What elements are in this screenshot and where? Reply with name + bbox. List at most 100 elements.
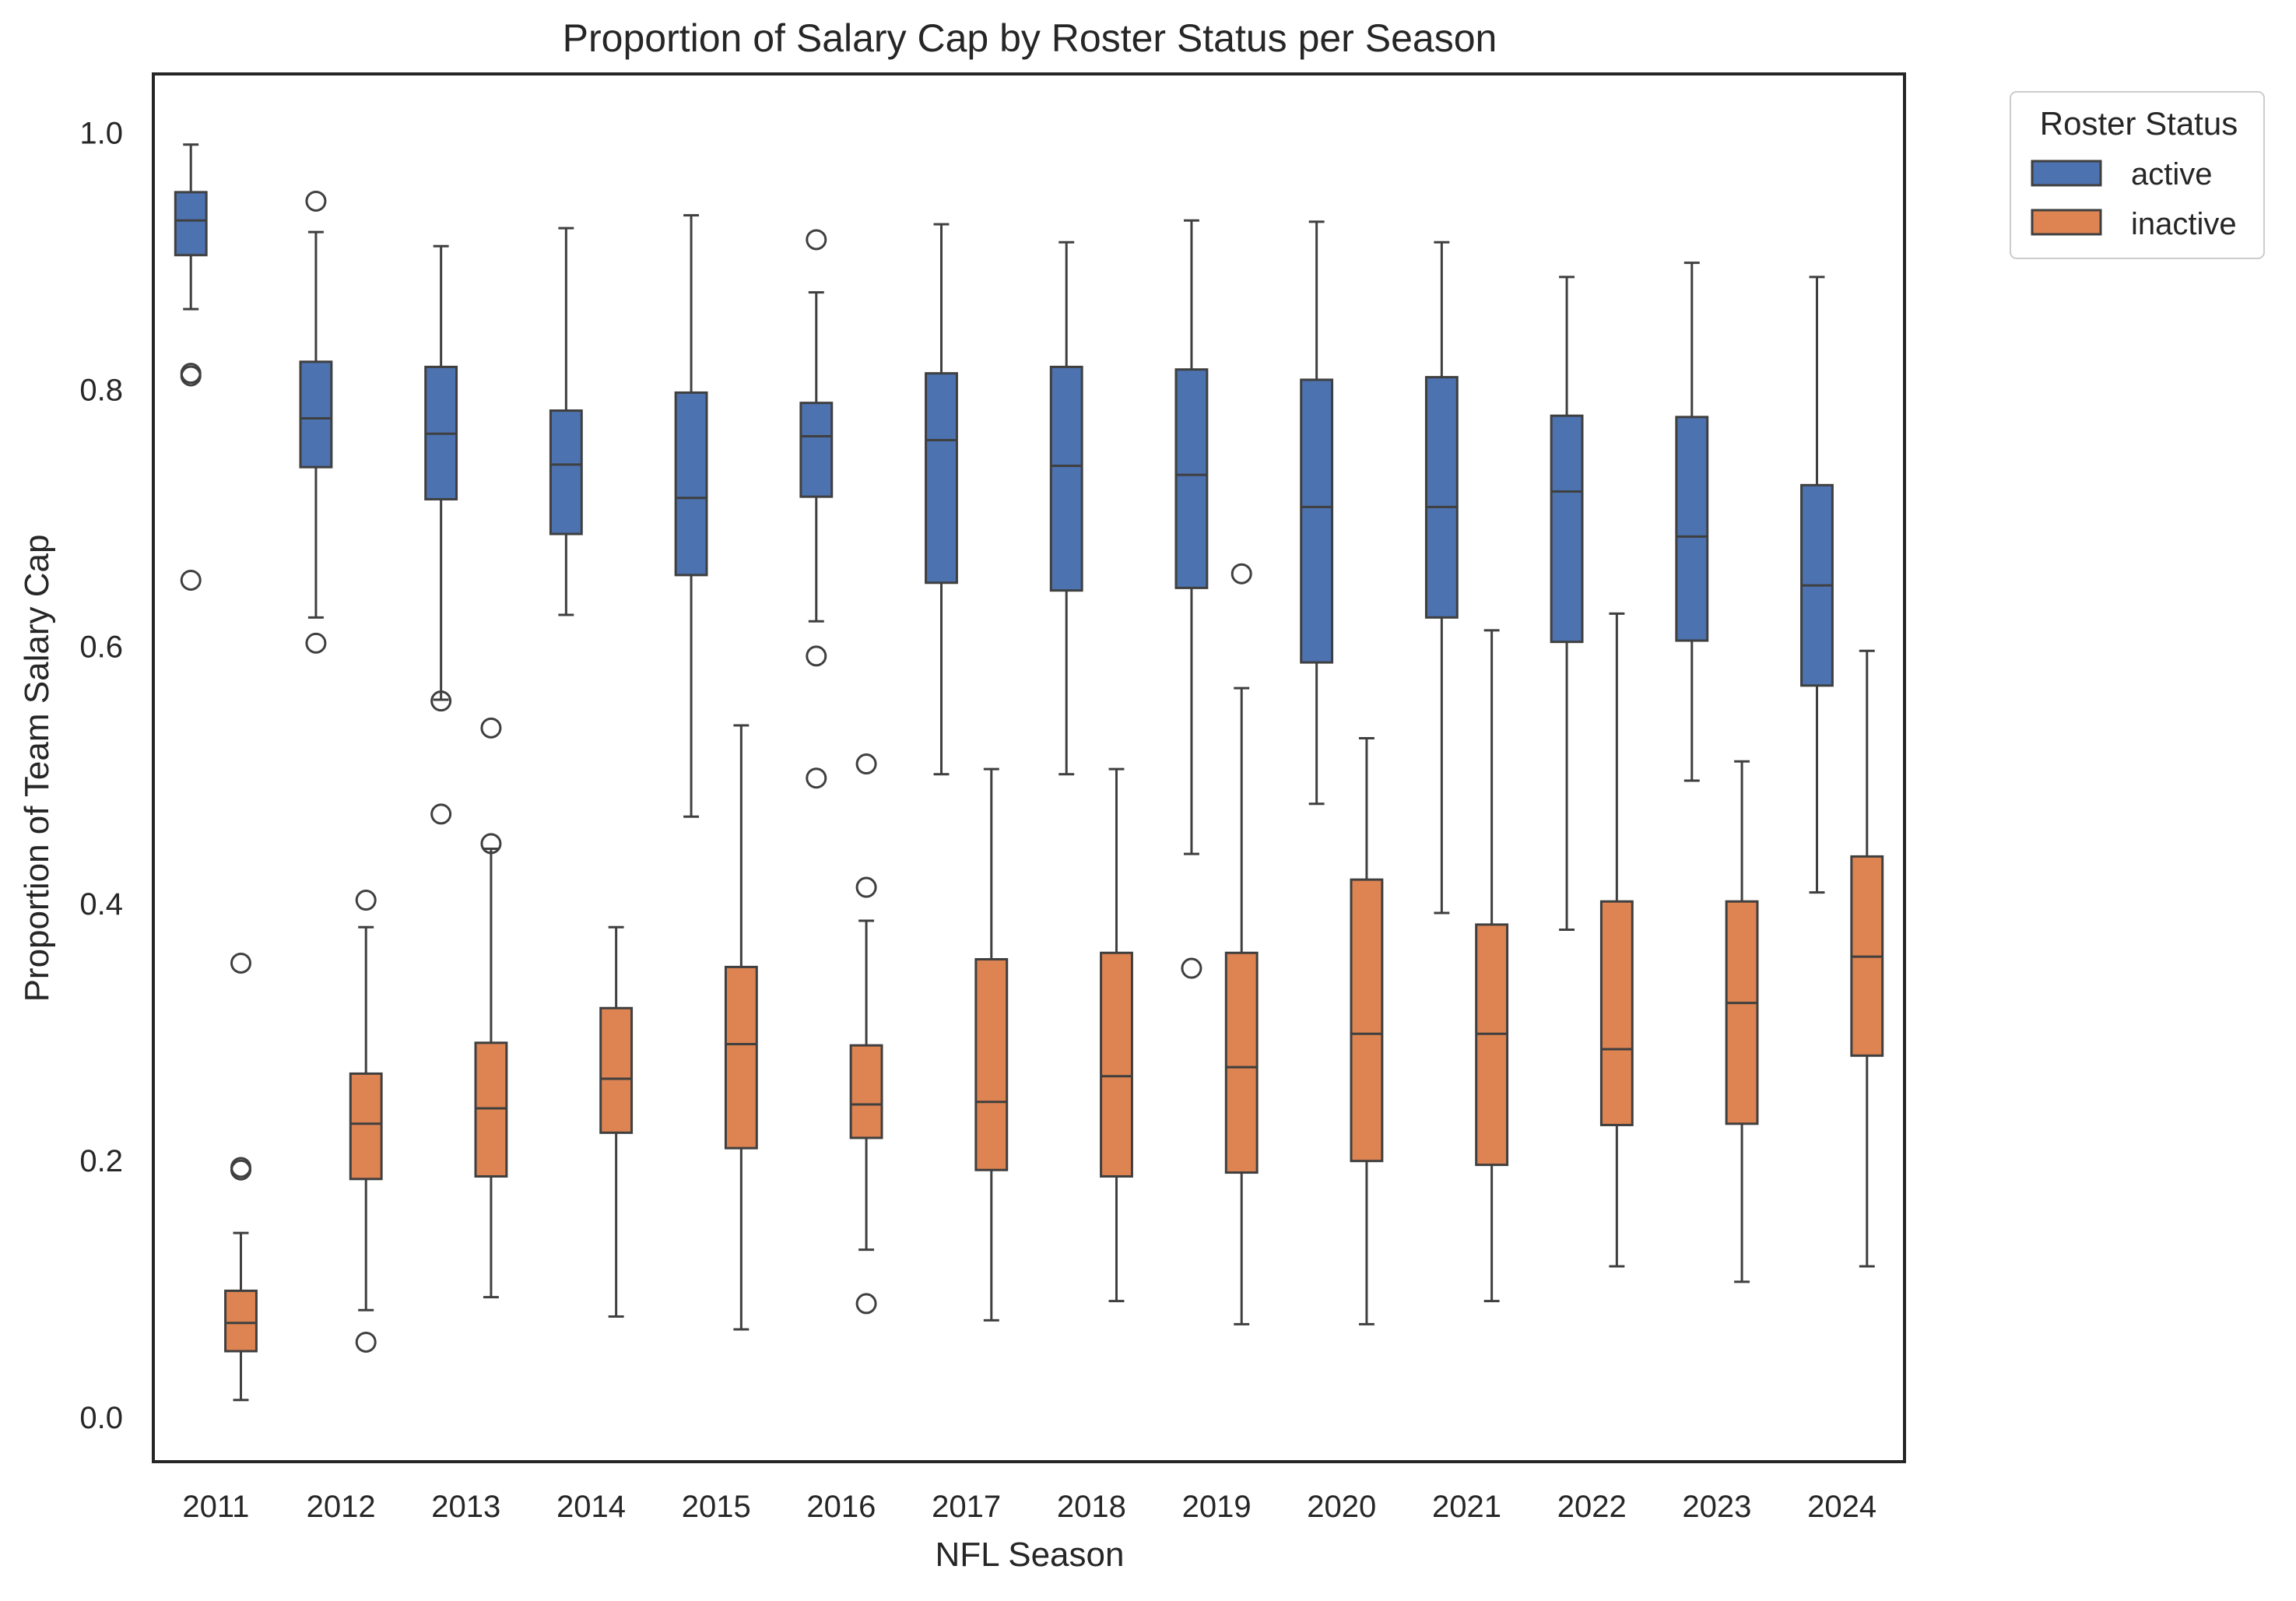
box-inactive-2012 bbox=[349, 890, 383, 1353]
iqr-box bbox=[1550, 414, 1584, 644]
outlier-point bbox=[180, 569, 202, 591]
iqr-box bbox=[1174, 368, 1209, 589]
iqr-box bbox=[799, 402, 834, 498]
outlier-point bbox=[806, 229, 827, 251]
x-tick-label: 2021 bbox=[1432, 1490, 1501, 1524]
outlier-point bbox=[305, 632, 327, 654]
x-tick-label: 2020 bbox=[1307, 1490, 1376, 1524]
legend-label-inactive: inactive bbox=[2131, 207, 2237, 241]
box-active-2020 bbox=[1300, 220, 1334, 806]
box-active-2019 bbox=[1174, 219, 1209, 979]
iqr-box bbox=[599, 1006, 634, 1134]
outlier-point bbox=[855, 1293, 877, 1315]
box-inactive-2015 bbox=[724, 724, 758, 1331]
box-active-2016 bbox=[799, 229, 834, 789]
outlier-point bbox=[230, 1159, 251, 1181]
box-inactive-2016 bbox=[849, 753, 883, 1315]
legend-title: Roster Status bbox=[2040, 105, 2238, 142]
box-inactive-2018 bbox=[1100, 767, 1133, 1303]
outlier-point bbox=[430, 803, 452, 825]
iqr-box bbox=[1300, 378, 1334, 664]
box-inactive-2024 bbox=[1850, 649, 1884, 1268]
y-axis-label: Proportion of Team Salary Cap bbox=[18, 535, 56, 1002]
x-tick-label: 2017 bbox=[932, 1490, 1001, 1524]
iqr-box bbox=[174, 191, 208, 257]
outlier-point bbox=[806, 645, 827, 667]
iqr-box bbox=[1224, 951, 1259, 1174]
iqr-box bbox=[1049, 365, 1083, 592]
iqr-box bbox=[674, 391, 708, 577]
x-tick-label: 2019 bbox=[1182, 1490, 1252, 1524]
box-active-2018 bbox=[1049, 241, 1083, 776]
iqr-box bbox=[299, 360, 333, 469]
iqr-box bbox=[1675, 416, 1709, 642]
outlier-point bbox=[230, 952, 251, 974]
box-inactive-2019 bbox=[1224, 563, 1259, 1325]
x-tick-label: 2015 bbox=[682, 1490, 751, 1524]
box-active-2023 bbox=[1675, 262, 1709, 782]
iqr-box bbox=[549, 409, 583, 535]
box-active-2022 bbox=[1550, 276, 1584, 932]
box-inactive-2020 bbox=[1350, 737, 1384, 1325]
iqr-box bbox=[349, 1072, 383, 1181]
x-tick-label: 2014 bbox=[556, 1490, 626, 1524]
x-tick-label: 2012 bbox=[307, 1490, 376, 1524]
iqr-box bbox=[1350, 878, 1384, 1163]
outlier-point bbox=[355, 890, 377, 911]
box-inactive-2011 bbox=[224, 952, 258, 1402]
outlier-point bbox=[430, 690, 452, 712]
y-tick-label: 0.0 bbox=[79, 1401, 123, 1435]
outlier-point bbox=[480, 717, 502, 739]
box-active-2015 bbox=[674, 214, 708, 818]
outlier-point bbox=[1231, 563, 1252, 585]
outlier-point bbox=[806, 767, 827, 789]
iqr-box bbox=[1599, 900, 1634, 1126]
box-active-2024 bbox=[1800, 276, 1834, 894]
box-inactive-2013 bbox=[474, 717, 508, 1299]
outlier-point bbox=[355, 1331, 377, 1353]
legend-swatch-active bbox=[2031, 160, 2102, 187]
x-tick-label: 2024 bbox=[1807, 1490, 1876, 1524]
plot-area-frame bbox=[152, 72, 1906, 1463]
x-tick-label: 2011 bbox=[182, 1490, 249, 1524]
outlier-point bbox=[1181, 957, 1202, 979]
box-active-2017 bbox=[925, 223, 958, 776]
y-tick-label: 0.2 bbox=[79, 1144, 123, 1178]
box-inactive-2021 bbox=[1475, 629, 1509, 1303]
x-tick-label: 2016 bbox=[806, 1490, 876, 1524]
box-inactive-2023 bbox=[1725, 760, 1759, 1283]
legend: Roster Status active inactive bbox=[2010, 91, 2265, 259]
outlier-point bbox=[855, 876, 877, 898]
iqr-box bbox=[925, 372, 958, 585]
box-series bbox=[174, 143, 1884, 1402]
iqr-box bbox=[1475, 923, 1509, 1167]
legend-label-active: active bbox=[2131, 157, 2213, 191]
iqr-box bbox=[474, 1041, 508, 1178]
box-active-2012 bbox=[299, 190, 333, 654]
box-active-2013 bbox=[424, 244, 458, 825]
box-inactive-2017 bbox=[974, 767, 1009, 1322]
y-tick-label: 0.6 bbox=[79, 630, 123, 665]
outlier-point bbox=[855, 753, 877, 775]
x-tick-label: 2018 bbox=[1057, 1490, 1126, 1524]
iqr-box bbox=[724, 965, 758, 1150]
x-axis-label: NFL Season bbox=[936, 1536, 1125, 1574]
y-tick-label: 1.0 bbox=[79, 116, 123, 150]
legend-swatch-inactive bbox=[2031, 209, 2102, 236]
x-tick-label: 2023 bbox=[1682, 1490, 1751, 1524]
iqr-box bbox=[849, 1044, 883, 1139]
box-active-2014 bbox=[549, 226, 583, 616]
iqr-box bbox=[1725, 900, 1759, 1125]
x-tick-label: 2013 bbox=[431, 1490, 500, 1524]
outlier-point bbox=[480, 833, 502, 855]
outlier-point bbox=[180, 365, 202, 387]
iqr-box bbox=[224, 1289, 258, 1353]
outlier-point bbox=[305, 190, 327, 212]
box-inactive-2014 bbox=[599, 925, 634, 1318]
box-inactive-2022 bbox=[1599, 612, 1634, 1268]
y-tick-label: 0.8 bbox=[79, 373, 123, 407]
iqr-box bbox=[1100, 951, 1133, 1178]
